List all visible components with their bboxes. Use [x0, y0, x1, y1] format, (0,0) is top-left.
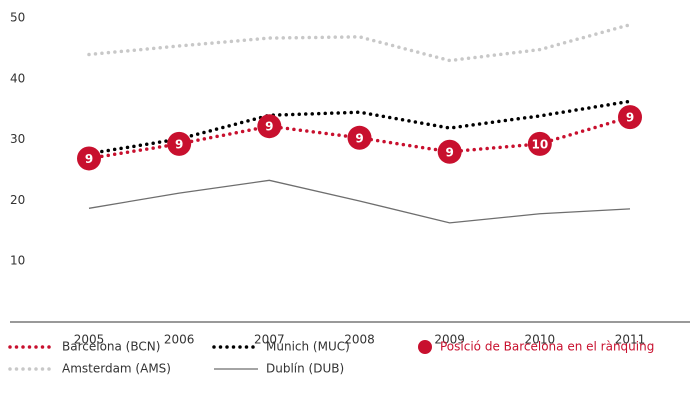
rank-marker: [618, 105, 642, 130]
rank-marker: [527, 131, 552, 156]
x-tick-label: 2007: [254, 333, 285, 347]
rank-label: 9: [445, 145, 453, 159]
rank-marker: [347, 125, 372, 150]
x-tick-label: 2010: [525, 333, 556, 347]
rank-marker: [77, 146, 101, 171]
x-tick-label: 2005: [74, 333, 105, 347]
legend-label: Munich (MUC): [266, 340, 350, 354]
x-tick-label: 2009: [434, 333, 465, 347]
rank-marker: [437, 139, 462, 164]
rank-marker: [257, 114, 282, 139]
rank-label: 9: [265, 120, 273, 134]
series-line: [87, 22, 632, 63]
legend-label: Posició de Barcelona en el rànquing: [440, 340, 654, 354]
y-tick-label: 20: [10, 193, 25, 207]
x-tick-label: 2008: [344, 333, 375, 347]
y-tick-label: 50: [10, 11, 25, 25]
rank-label: 10: [531, 137, 548, 151]
rank-marker: [167, 131, 192, 156]
rank-label: 9: [355, 131, 363, 145]
y-tick-label: 10: [10, 254, 25, 268]
legend-label: Dublín (DUB): [266, 362, 344, 376]
y-tick-label: 30: [10, 132, 25, 146]
legend-label: Barcelona (BCN): [62, 340, 160, 354]
legend-swatch: [418, 340, 432, 354]
x-tick-label: 2006: [164, 333, 195, 347]
series-line: [88, 179, 631, 224]
rank-label: 9: [175, 137, 183, 151]
x-tick-label: 2011: [615, 333, 646, 347]
rank-label: 9: [626, 111, 634, 125]
y-tick-label: 40: [10, 71, 25, 85]
rank-label: 9: [85, 152, 93, 166]
legend-label: Amsterdam (AMS): [62, 362, 171, 376]
